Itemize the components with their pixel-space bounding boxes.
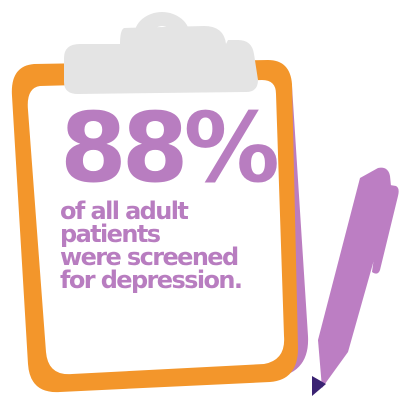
caption-line-3: were screened bbox=[60, 243, 239, 271]
stat-caption: of all adult patients were screened for … bbox=[60, 197, 280, 294]
pen-clip bbox=[372, 184, 399, 274]
caption-line-1: of all adult bbox=[60, 197, 189, 225]
paper bbox=[27, 80, 285, 375]
clip-plate bbox=[64, 26, 258, 94]
pen-tip bbox=[312, 376, 326, 396]
pen-body bbox=[318, 167, 392, 354]
pen-cone bbox=[318, 340, 348, 388]
caption-line-4: for depression. bbox=[60, 266, 243, 294]
stat-value: 88% bbox=[60, 92, 280, 204]
caption-line-2: patients bbox=[60, 220, 161, 248]
